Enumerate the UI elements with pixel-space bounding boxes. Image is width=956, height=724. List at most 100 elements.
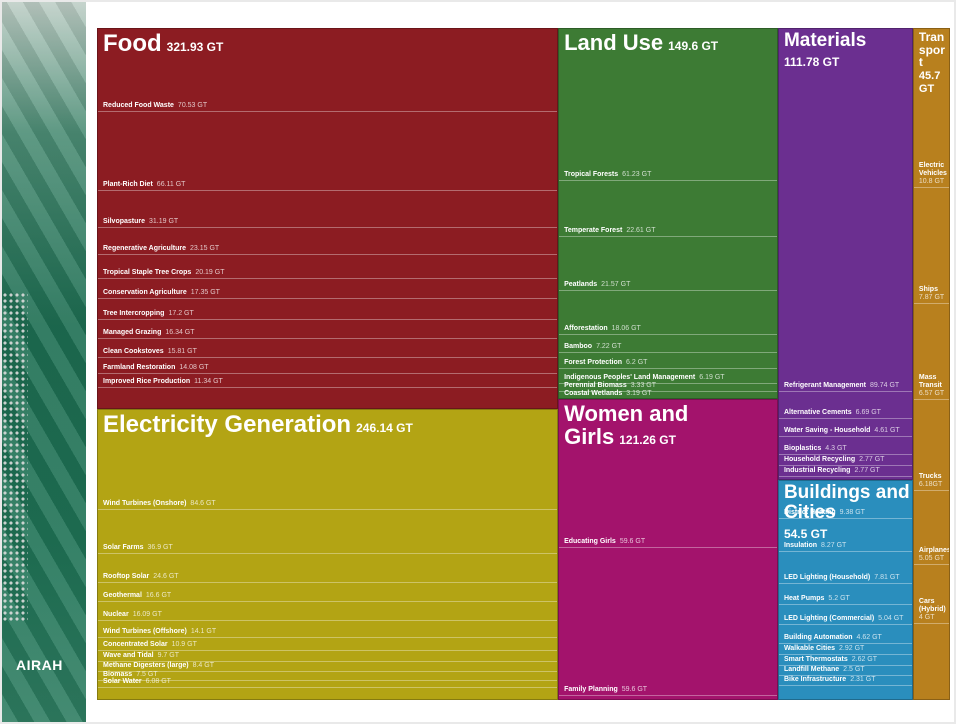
item: Coastal Wetlands 3.19 GT — [559, 390, 777, 398]
item-name: Mass Transit — [918, 374, 942, 390]
item-name: Nuclear — [103, 611, 129, 619]
item-value: 2.92 GT — [839, 645, 865, 653]
item: Educating Girls 59.6 GT — [559, 400, 777, 548]
item: Mass Transit 6.57 GT — [913, 304, 949, 401]
item: Insulation 8.27 GT — [778, 519, 912, 553]
item: Ships 7.87 GT — [913, 188, 949, 304]
item: Farmland Restoration 14.08 GT — [98, 358, 558, 375]
item-name: Reduced Food Waste — [103, 102, 174, 110]
item-label: Trucks 6.18GT — [919, 473, 947, 489]
item: Peatlands 21.57 GT — [559, 237, 777, 291]
item-label: Concentrated Solar 10.9 GT — [103, 641, 555, 649]
item-label: Ships 7.87 GT — [919, 286, 947, 302]
sector: Electricity Generation 246.14 GT Wind Turb… — [97, 408, 559, 700]
item-label: Industrial Recycling 2.77 GT — [784, 467, 910, 475]
item: Walkable Cities 2.92 GT — [778, 644, 912, 656]
item-value: 2.5 GT — [843, 666, 865, 674]
item-value: 2.31 GT — [850, 675, 876, 683]
dots — [2, 292, 28, 622]
item-name: Building Automation — [783, 633, 853, 641]
item-value: 2.62 GT — [851, 656, 878, 664]
item: Industrial Recycling 2.77 GT — [778, 466, 912, 478]
item: Managed Grazing 16.34 GT — [98, 320, 558, 339]
item-name: LED Lighting (Household) — [783, 573, 871, 581]
item-value: 7.81 GT — [874, 573, 900, 581]
item: Smart Thermostats 2.62 GT — [778, 655, 912, 667]
item-label: LED Lighting (Commercial) 5.04 GT — [784, 615, 910, 623]
sector: Women and Girls 121.26 GT Educating Girls 5… — [558, 399, 778, 700]
item-value: 2.77 GT — [859, 455, 885, 463]
item-label: Wind Turbines (Offshore) 14.1 GT — [103, 628, 555, 636]
item-name: District Heating — [783, 508, 836, 516]
item-label: Nuclear 16.09 GT — [103, 611, 555, 619]
item: Tree Intercropping 17.2 GT — [98, 299, 558, 320]
item-value: 24.6 GT — [153, 572, 179, 580]
item: Trucks 6.18GT — [913, 400, 949, 491]
item-label: Methane Digesters (large) 8.4 GT — [103, 662, 555, 670]
item: Water Saving - Household 4.61 GT — [778, 419, 912, 438]
item-name: Temperate Forest — [564, 227, 623, 234]
item-label: Cars (Hybrid) 4 GT — [919, 598, 947, 622]
item-label: Electric Vehicles 10.8 GT — [919, 162, 947, 186]
item-label: Landfill Methane 2.5 GT — [784, 666, 910, 674]
sector-header: Women and Girls 121.26 GT — [564, 402, 775, 448]
item-name: Trucks — [918, 473, 942, 480]
item: Nuclear 16.09 GT — [98, 602, 558, 622]
item-name: Indigenous Peoples' Land Management — [564, 373, 696, 381]
item: Rooftop Solar 24.6 GT — [98, 554, 558, 583]
item-label: Temperate Forest 22.61 GT — [564, 227, 775, 235]
item-value: 4.3 GT — [825, 444, 847, 452]
item-value: 6.69 GT — [855, 408, 881, 416]
item-name: Household Recycling — [783, 455, 856, 463]
item: Conservation Agriculture 17.35 GT — [98, 279, 558, 300]
item: Plant-Rich Diet 66.11 GT — [98, 112, 558, 191]
item-value: 7.87 GT — [918, 293, 945, 301]
item-name: Farmland Restoration — [103, 364, 176, 372]
item-value: 4.61 GT — [874, 427, 900, 435]
item-value: 17.2 GT — [168, 309, 194, 317]
item-name: Landfill Methane — [783, 666, 840, 674]
item: Perennial Biomass 3.33 GT — [559, 382, 777, 393]
sector-header: Transport 45.7 GT — [919, 31, 947, 96]
item: Wind Turbines (Offshore) 14.1 GT — [98, 621, 558, 638]
item-name: Family Planning — [564, 685, 618, 693]
item-value: 6.2 GT — [626, 358, 648, 366]
item-label: Plant-Rich Diet 66.11 GT — [103, 181, 555, 189]
item-name: Industrial Recycling — [783, 467, 851, 475]
item-name: Plant-Rich Diet — [103, 180, 153, 188]
treemap: Food 321.93 GT Reduced Food Waste 70.53 GT P… — [97, 28, 950, 700]
item-name: Tropical Forests — [564, 170, 619, 178]
item: Solar Water 6.08 GT — [98, 678, 558, 689]
item-label: Bioplastics 4.3 GT — [784, 445, 910, 453]
item-name: Biomass — [103, 671, 133, 679]
item: Bike Infrastructure 2.31 GT — [778, 675, 912, 686]
item: Temperate Forest 22.61 GT — [559, 181, 777, 237]
item-label: Smart Thermostats 2.62 GT — [784, 656, 910, 664]
item: Wave and Tidal 9.7 GT — [98, 651, 558, 663]
item-name: Bike Infrastructure — [783, 675, 847, 683]
item-name: Cars (Hybrid) — [918, 598, 946, 614]
item-label: Indigenous Peoples' Land Management 6.19 … — [564, 374, 775, 382]
sector-header: Electricity Generation 246.14 GT — [103, 412, 555, 437]
item-name: Bamboo — [564, 343, 593, 351]
item-label: Airplanes 5.05 GT — [918, 547, 950, 563]
item-name: Solar Farms — [103, 543, 144, 551]
item: Afforestation 18.06 GT — [559, 291, 777, 336]
sector-value: 321.93 GT — [166, 40, 224, 54]
item-name: Smart Thermostats — [783, 656, 848, 664]
item: Silvopasture 31.19 GT — [98, 191, 558, 228]
item-name: Airplanes — [918, 547, 950, 555]
item-value: 4 GT — [918, 614, 935, 622]
item: Alternative Cements 6.69 GT — [778, 392, 912, 419]
item-value: 22.61 GT — [626, 227, 656, 234]
item-value: 36.9 GT — [147, 543, 173, 551]
sector-name: Food — [103, 30, 162, 57]
item-label: District Heating 9.38 GT — [784, 509, 910, 517]
item-value: 3.19 GT — [626, 390, 652, 398]
item-value: 6.57 GT — [918, 390, 945, 398]
item-name: Insulation — [783, 542, 817, 550]
item: Reduced Food Waste 70.53 GT — [98, 29, 558, 113]
item: Geothermal 16.6 GT — [98, 583, 558, 603]
